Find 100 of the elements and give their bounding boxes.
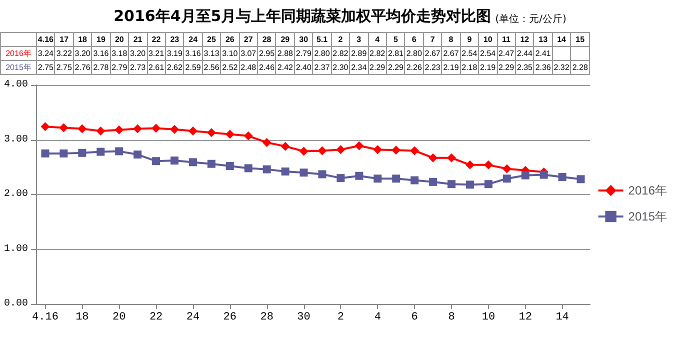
- y-tick-label: 0.00: [4, 298, 28, 310]
- x-tick-label: 2: [331, 32, 350, 46]
- data-label: 2.18: [460, 60, 479, 74]
- category-label: 18: [76, 312, 89, 324]
- data-label: 3.20: [128, 46, 148, 60]
- data-label: 2.81: [386, 46, 405, 60]
- y-tick-label: 2.00: [4, 189, 28, 200]
- y-tick-label: 1.00: [4, 244, 28, 255]
- point: [207, 160, 216, 168]
- point: [188, 126, 198, 136]
- category-label: 20: [112, 312, 126, 324]
- x-tick-label: 24: [184, 32, 202, 46]
- data-label: 2.29: [386, 60, 405, 74]
- data-label: 2.82: [368, 46, 387, 60]
- data-label: 2.73: [128, 60, 148, 74]
- category-label: 8: [448, 312, 455, 324]
- point: [96, 126, 106, 136]
- x-tick-label: 15: [570, 32, 590, 46]
- point: [374, 174, 382, 183]
- x-tick-label: 18: [73, 32, 92, 46]
- point: [428, 153, 438, 162]
- data-label: 2.37: [312, 60, 332, 74]
- point: [280, 142, 290, 151]
- x-tick-label: 21: [128, 32, 148, 46]
- legend-label: 2016年: [628, 184, 668, 198]
- data-label: 2.47: [497, 46, 516, 60]
- data-label: 2.67: [442, 46, 460, 60]
- point: [466, 180, 474, 189]
- data-label: 2.54: [460, 46, 479, 60]
- point: [484, 180, 492, 188]
- x-tick-label: 10: [478, 32, 498, 46]
- x-tick-label: 4: [368, 32, 387, 46]
- data-label: 2.41: [534, 46, 552, 60]
- data-label: 2.79: [294, 46, 313, 60]
- x-tick-label: 26: [220, 32, 240, 46]
- x-tick-label: 14: [552, 32, 571, 46]
- point: [576, 175, 585, 184]
- point: [300, 168, 308, 177]
- data-label: 2.44: [515, 46, 534, 60]
- data-label: 2.80: [312, 46, 332, 60]
- data-label: 2.89: [350, 46, 368, 60]
- data-label: 2.52: [220, 60, 240, 74]
- x-tick-label: 22: [147, 32, 166, 46]
- data-label: 3.16: [92, 46, 110, 60]
- x-tick-label: 8: [442, 32, 460, 46]
- x-tick-label: 27: [239, 32, 258, 46]
- point: [262, 138, 272, 147]
- x-tick-label: 3: [350, 32, 368, 46]
- x-tick-label: 12: [515, 32, 534, 46]
- point: [410, 146, 420, 156]
- point: [447, 153, 456, 162]
- x-tick-label: 30: [294, 32, 313, 46]
- data-label: 2.36: [534, 60, 552, 74]
- y-tick-label: 4.00: [4, 80, 28, 90]
- data-label: 2.82: [331, 46, 350, 60]
- x-tick-label: 23: [165, 32, 184, 46]
- point: [244, 131, 253, 140]
- x-tick-label: 17: [54, 32, 74, 46]
- point: [354, 141, 364, 150]
- data-label: 2.46: [258, 60, 276, 74]
- data-label: 2.54: [478, 46, 498, 60]
- point: [78, 124, 87, 134]
- data-label: 2.61: [147, 60, 166, 74]
- category-label: 22: [149, 312, 163, 324]
- data-label: 3.07: [239, 46, 258, 60]
- data-label: 2.34: [350, 60, 368, 74]
- point: [502, 164, 512, 174]
- point: [540, 170, 548, 179]
- data-label: 2.95: [258, 46, 276, 60]
- point: [521, 171, 530, 180]
- point: [188, 158, 197, 166]
- point: [373, 145, 382, 154]
- point: [484, 160, 493, 170]
- category-label: 24: [186, 312, 200, 324]
- point: [448, 180, 456, 188]
- point: [410, 176, 419, 184]
- point: [152, 124, 161, 133]
- x-tick-label: 11: [497, 32, 516, 46]
- point: [226, 162, 234, 170]
- point: [225, 130, 234, 139]
- point: [59, 123, 68, 132]
- point: [502, 174, 511, 183]
- data-label: 3.10: [220, 46, 240, 60]
- x-tick-label: 28: [258, 32, 276, 46]
- point: [429, 178, 438, 186]
- data-label: 2.79: [110, 60, 129, 74]
- point: [318, 170, 326, 178]
- data-label: 3.16: [184, 46, 202, 60]
- x-tick-label: 4.16: [36, 32, 55, 46]
- data-label: 2.56: [202, 60, 221, 74]
- point: [392, 146, 401, 155]
- x-tick-label: 9: [460, 32, 479, 46]
- category-label: 4.16: [32, 312, 58, 324]
- chart-title: 2016年4月至5月与上年同期蔬菜加权平均价走势对比图: [114, 7, 492, 26]
- point: [244, 164, 252, 172]
- point: [281, 168, 290, 176]
- point: [170, 156, 178, 165]
- point: [558, 172, 566, 181]
- data-label: 3.21: [147, 46, 166, 60]
- data-label: 2.48: [239, 60, 258, 74]
